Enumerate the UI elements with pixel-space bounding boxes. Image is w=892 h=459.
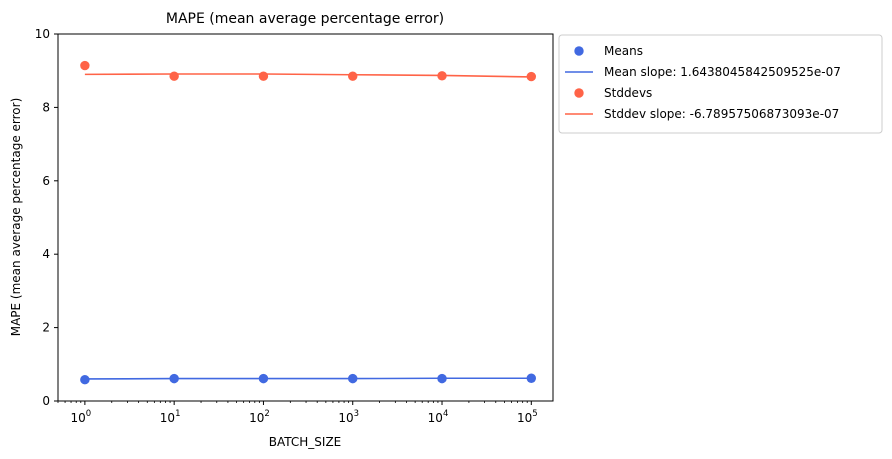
x-tick-label: 104 (428, 409, 449, 425)
x-tick-label: 103 (338, 409, 359, 425)
data-point (169, 71, 179, 81)
x-axis-label: BATCH_SIZE (269, 435, 342, 449)
data-point (80, 375, 90, 385)
data-point (258, 71, 269, 81)
data-point (437, 373, 447, 384)
series-line (84, 377, 532, 380)
data-point (80, 60, 90, 71)
y-tick-label: 6 (42, 174, 50, 188)
data-point (348, 71, 358, 81)
legend-label: Mean slope: 1.6438045842509525e-07 (604, 65, 841, 79)
data-point (526, 373, 537, 383)
x-tick-label: 102 (249, 409, 270, 425)
x-tick-label: 105 (517, 409, 538, 425)
data-point (526, 71, 537, 82)
y-tick-label: 2 (42, 321, 50, 335)
legend-label: Stddev slope: -6.78957506873093e-07 (604, 107, 839, 121)
y-tick-label: 0 (42, 394, 50, 408)
y-tick-label: 4 (42, 247, 50, 261)
x-tick-label: 100 (71, 409, 92, 425)
legend-label: Means (604, 44, 643, 58)
y-axis-label: MAPE (mean average percentage error) (9, 98, 23, 337)
legend: Means Mean slope: 1.6438045842509525e-07 S… (558, 34, 883, 134)
x-tick-label: 101 (160, 409, 181, 425)
plot-area (80, 60, 537, 385)
legend-marker (574, 88, 584, 98)
y-tick-label: 10 (35, 27, 50, 41)
legend-marker (574, 46, 584, 56)
chart-title: MAPE (mean average percentage error) (166, 11, 444, 27)
legend-box (558, 34, 883, 134)
data-point (437, 71, 447, 81)
data-point (258, 373, 269, 384)
data-point (348, 373, 358, 384)
y-tick-label: 8 (42, 100, 50, 114)
axes-frame (57, 33, 554, 402)
data-point (169, 373, 179, 384)
axis-ticks: 0 2 4 6 8 10 100 101 102 103 104 105 (35, 27, 538, 425)
legend-label: Stddevs (604, 86, 652, 100)
series-line (84, 73, 532, 78)
